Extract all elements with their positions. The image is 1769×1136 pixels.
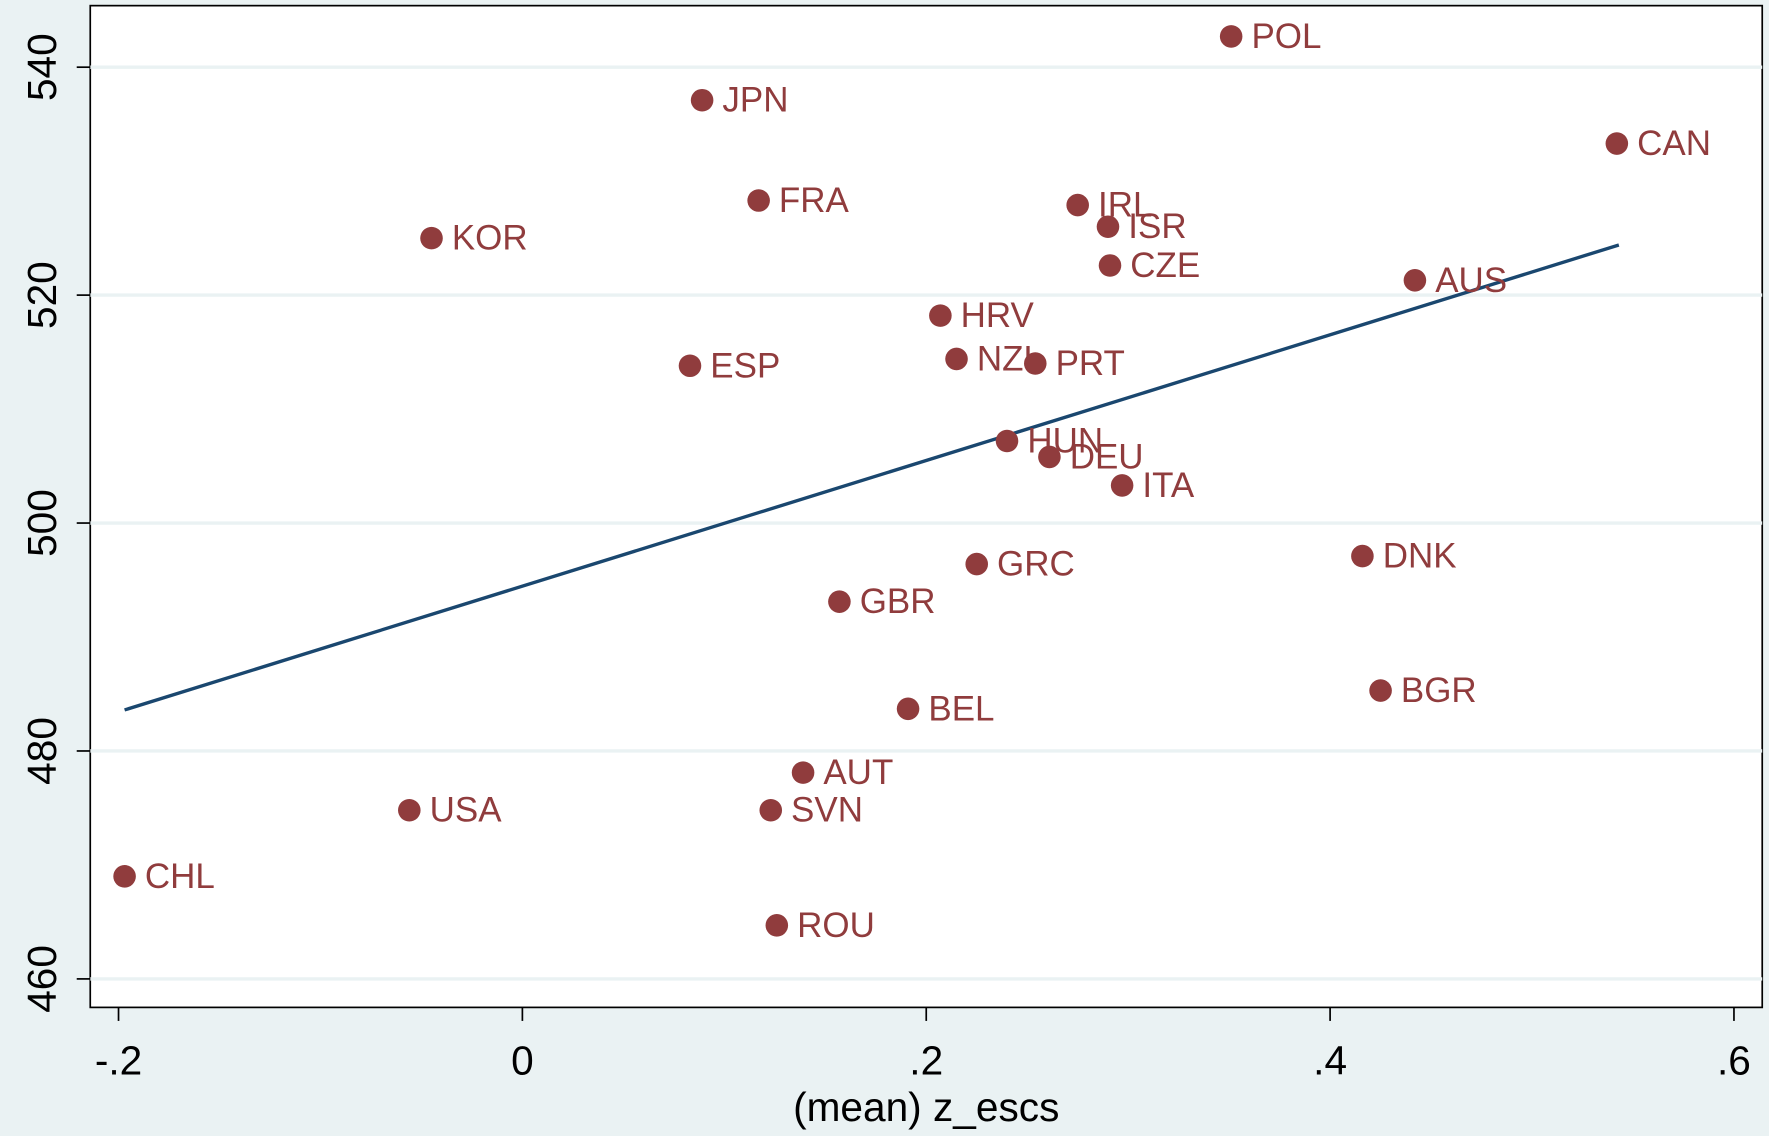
point-label: BGR xyxy=(1401,671,1477,710)
y-tick-label: 480 xyxy=(19,717,65,785)
point-label: ISR xyxy=(1128,207,1186,246)
point xyxy=(113,865,136,888)
point xyxy=(1369,679,1392,702)
point xyxy=(791,761,815,784)
point-label: CZE xyxy=(1130,246,1200,285)
point xyxy=(1038,445,1061,469)
fit-line xyxy=(124,243,1620,712)
point xyxy=(1024,352,1047,375)
point-label: CHL xyxy=(145,857,215,896)
point-label: GRC xyxy=(997,545,1075,584)
point xyxy=(1066,193,1089,217)
point-label: ITA xyxy=(1142,466,1194,505)
point xyxy=(1403,269,1427,292)
point-label: AUS xyxy=(1435,261,1507,300)
point xyxy=(1110,474,1134,497)
point-label: CAN xyxy=(1637,124,1711,163)
point xyxy=(929,304,952,327)
x-tick-label: .6 xyxy=(1717,1038,1751,1084)
point-label: AUT xyxy=(823,753,893,792)
point-label: GBR xyxy=(860,582,936,621)
point-label: DEU xyxy=(1070,437,1144,476)
point xyxy=(1096,215,1120,239)
point-label: PRT xyxy=(1056,344,1125,383)
y-tick-label: 540 xyxy=(19,33,65,101)
x-axis-title: (mean) z_escs xyxy=(793,1084,1059,1130)
point xyxy=(398,798,421,822)
point-label: POL xyxy=(1251,17,1321,56)
y-tick-label: 460 xyxy=(19,945,65,1013)
point-label: ESP xyxy=(710,346,780,385)
point-label: DNK xyxy=(1383,537,1457,576)
plot-area xyxy=(89,4,1764,1009)
point xyxy=(1219,25,1243,48)
point-label: USA xyxy=(430,791,503,830)
point-label: BEL xyxy=(928,689,994,728)
x-tick-label: -.2 xyxy=(95,1038,142,1084)
point xyxy=(995,429,1019,453)
point xyxy=(965,552,989,576)
point xyxy=(896,697,920,721)
point xyxy=(945,347,968,371)
point xyxy=(765,914,789,937)
point xyxy=(828,590,851,613)
y-tick-label: 520 xyxy=(19,261,65,329)
point xyxy=(690,88,714,112)
point-label: JPN xyxy=(722,81,788,120)
y-tick-label: 500 xyxy=(19,489,65,557)
point-label: HRV xyxy=(961,296,1035,335)
point-label: FRA xyxy=(779,181,850,220)
point-label: ROU xyxy=(797,906,875,945)
x-tick-label: .4 xyxy=(1313,1038,1347,1084)
point xyxy=(1605,132,1629,155)
point xyxy=(420,226,443,250)
point xyxy=(1351,544,1374,568)
point xyxy=(678,354,702,378)
x-tick-label: 0 xyxy=(511,1038,534,1084)
point xyxy=(759,798,783,822)
point-label: SVN xyxy=(791,791,863,830)
x-tick-label: .2 xyxy=(909,1038,943,1084)
point xyxy=(1098,254,1122,277)
point-label: KOR xyxy=(452,219,528,258)
point xyxy=(747,189,770,212)
